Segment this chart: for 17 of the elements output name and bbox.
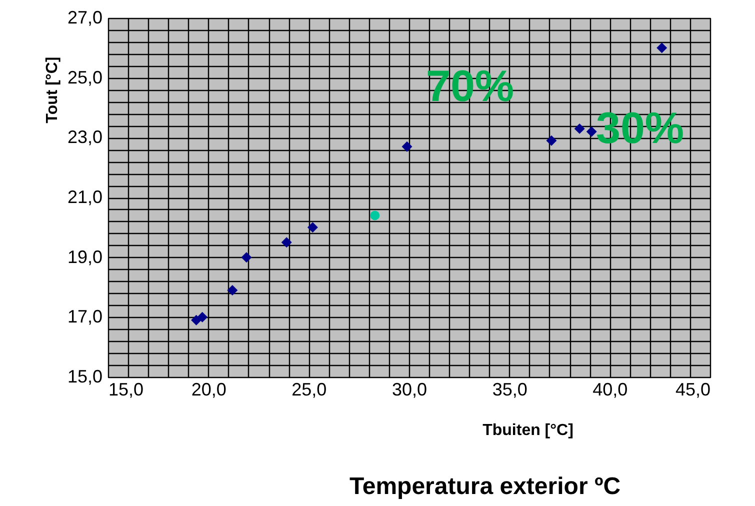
y-tick-label: 25,0 xyxy=(67,67,102,88)
y-tick-label: 17,0 xyxy=(67,306,102,327)
x-tick-label: 40,0 xyxy=(592,380,628,400)
y-axis-title: Tout [°C] xyxy=(44,56,61,124)
y-tick-label: 19,0 xyxy=(67,246,102,267)
x-tick-label: 25,0 xyxy=(292,380,327,400)
y-tick-label: 15,0 xyxy=(67,366,102,386)
y-tick-label: 23,0 xyxy=(67,127,102,148)
y-tick-label: 21,0 xyxy=(67,187,102,207)
y-tick-label: 27,0 xyxy=(67,8,102,28)
x-tick-label: 30,0 xyxy=(392,380,428,400)
x-tick-label: 15,0 xyxy=(108,380,144,400)
x-tick-label: 35,0 xyxy=(492,380,528,400)
text: Temperatura exterior ºC xyxy=(349,473,621,500)
x-tick-label: 45,0 xyxy=(675,380,710,400)
x-axis-title: Tbuiten [°C] xyxy=(482,422,574,439)
x-tick-label: 20,0 xyxy=(191,380,226,400)
